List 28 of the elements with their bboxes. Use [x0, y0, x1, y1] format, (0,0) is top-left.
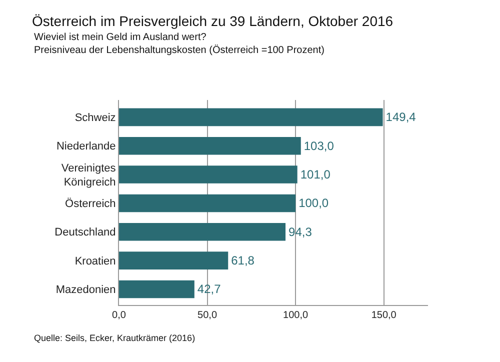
data-label: 61,8: [231, 254, 255, 268]
data-label: 101,0: [300, 168, 331, 182]
bar: [119, 194, 296, 212]
source-note: Quelle: Seils, Ecker, Krautkrämer (2016): [34, 333, 196, 343]
bar: [119, 136, 301, 155]
bar: [119, 252, 228, 270]
data-label: 94,3: [288, 224, 312, 239]
y-tick-label: Vereinigtes Königreich: [61, 162, 116, 189]
x-tick-label: 0,0: [112, 310, 126, 321]
chart-subtitle: Wieviel ist mein Geld im Ausland wert? Preisniveau der Lebenshaltungskosten (Österreich =100 Prozent): [34, 32, 324, 56]
y-tick-label: Niederlande: [56, 140, 116, 153]
y-tick-label: Mazedonien: [56, 284, 116, 296]
data-label: 42,7: [197, 282, 222, 296]
y-tick-label: Deutschland: [54, 226, 116, 239]
bar: [119, 166, 298, 184]
data-label: 100,0: [298, 196, 329, 210]
x-tick-label: 50,0: [198, 310, 218, 321]
data-label: 103,0: [304, 138, 334, 153]
bar: [119, 280, 194, 298]
bar: [119, 108, 383, 126]
bar: [119, 223, 286, 241]
y-tick-label: Schweiz: [74, 112, 116, 124]
x-tick-label: 100,0: [283, 310, 309, 321]
data-label: 149,4: [386, 110, 416, 124]
y-tick-label: Österreich: [65, 197, 116, 210]
chart-title: Österreich im Preisvergleich zu 39 Ländern, Oktober 2016: [32, 13, 394, 30]
x-tick-label: 150,0: [371, 310, 397, 321]
y-tick-label: Kroatien: [74, 255, 116, 268]
